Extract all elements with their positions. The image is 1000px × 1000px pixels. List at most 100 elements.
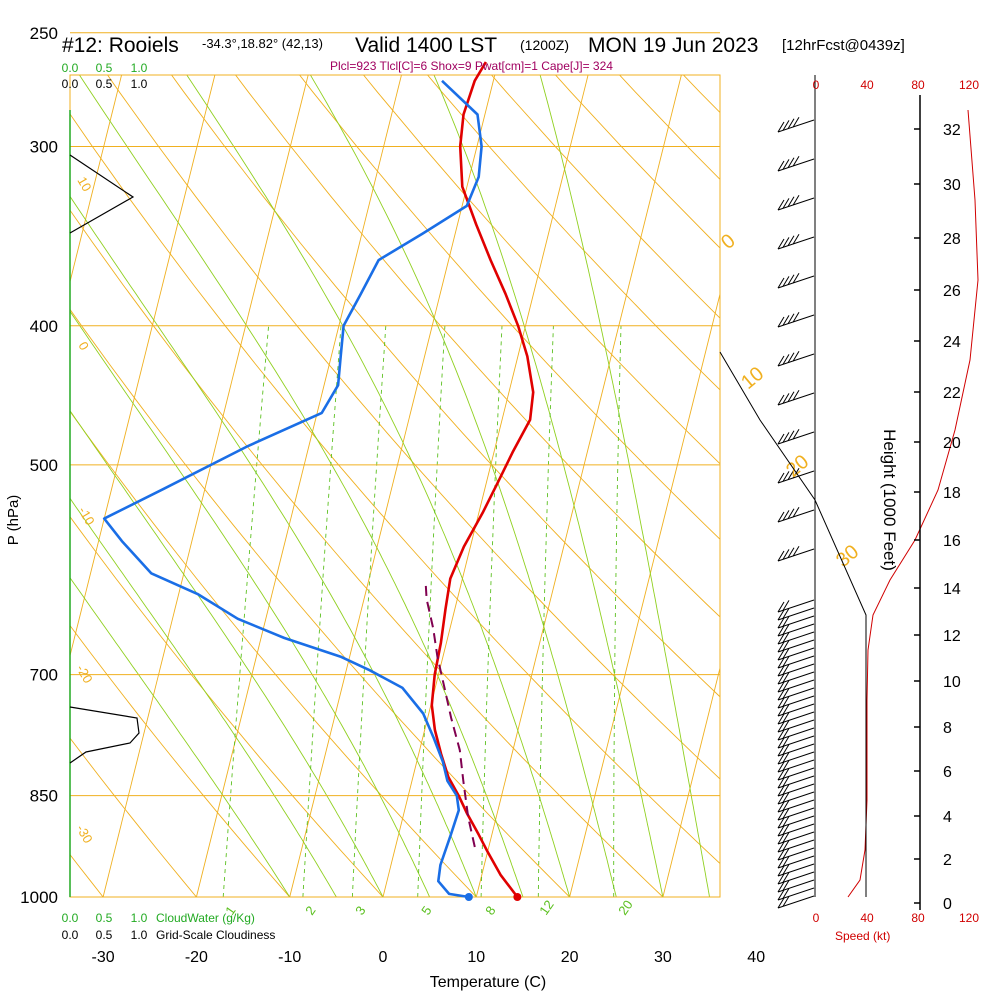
height-tick-label: 28	[943, 231, 961, 248]
wind-barb-flag	[777, 641, 785, 653]
wind-barb-staff	[777, 158, 815, 172]
wind-barb-flag	[782, 776, 790, 787]
wind-barb-flag	[782, 816, 790, 827]
wind-barb-flag	[782, 704, 790, 715]
adiabat-label: -10	[75, 504, 97, 528]
wind-barb-flag	[787, 274, 795, 286]
wind-barb-flag	[782, 856, 790, 867]
wind-barb-flag	[777, 625, 785, 637]
moist-adiabat-line	[433, 75, 664, 897]
wind-barb-flag	[782, 888, 790, 899]
wind-barb-flag	[782, 728, 790, 739]
dry-adiabat-line	[70, 209, 664, 897]
moist-adiabat-line	[186, 75, 571, 897]
wind-barb	[777, 545, 815, 562]
pressure-tick-label: 700	[30, 666, 58, 685]
valid-time: Valid 1400 LST	[355, 34, 497, 57]
wind-barb-staff	[777, 431, 815, 445]
pressure-tick-label: 500	[30, 456, 58, 475]
wind-barb-staff	[777, 353, 815, 367]
wind-barb-flag	[792, 233, 800, 245]
wind-barb-flag	[782, 760, 790, 771]
mixing-ratio-group	[222, 325, 622, 897]
wind-barb-flag	[777, 316, 785, 328]
dry-adiabat-line	[298, 75, 720, 540]
utc-time: (1200Z)	[520, 37, 569, 53]
temperature-tick-label: -30	[92, 949, 115, 966]
wind-barb-flag	[777, 433, 785, 445]
surface-dewpoint-dot	[464, 893, 473, 901]
wind-barb	[777, 506, 815, 523]
height-tick-label: 18	[943, 485, 961, 502]
wind-barb-flag	[782, 688, 790, 699]
wind-barb-flag	[782, 624, 790, 635]
adiabat-label: -30	[73, 822, 95, 846]
wind-barb-flag	[782, 510, 790, 521]
wind-barb-flag	[782, 616, 790, 627]
temperature-tick-label: 40	[747, 949, 765, 966]
moist-adiabat-line	[78, 75, 524, 897]
dry-adiabat-line	[0, 33, 10, 897]
wind-barb-flag	[782, 640, 790, 651]
wind-barb-flag	[777, 841, 785, 853]
cloudwater-profile	[69, 154, 135, 234]
speed-tick-bottom: 0	[813, 911, 820, 925]
wind-barb-staff	[777, 392, 815, 406]
wind-barb-staff	[777, 509, 815, 523]
dry-adiabat-line	[170, 75, 720, 698]
wind-barb-flag	[777, 617, 785, 629]
height-tick-label: 14	[943, 581, 961, 598]
parcel-line	[424, 583, 476, 848]
height-tick-label: 16	[943, 533, 961, 550]
wind-barb-flag	[782, 276, 790, 287]
cloudiness-tick-top: 0.0	[62, 77, 79, 91]
wind-barb-flag	[782, 808, 790, 819]
height-tick-label: 2	[943, 852, 952, 869]
wind-barb-flag	[782, 720, 790, 731]
wind-barb-flag	[782, 432, 790, 443]
speed-tick-bottom: 80	[911, 911, 925, 925]
wind-barb-flag	[777, 601, 785, 613]
speed-tick-bottom: 120	[959, 911, 979, 925]
wind-barb	[777, 116, 815, 133]
dry-adiabat-line	[70, 737, 197, 897]
wind-barb	[777, 389, 815, 406]
wind-barb-staff	[777, 548, 815, 562]
wind-barb-flag	[777, 713, 785, 725]
wind-barb-flag	[782, 768, 790, 779]
wind-barb-flag	[777, 121, 785, 133]
wind-barb-flag	[777, 705, 785, 717]
wind-barb-flag	[792, 428, 800, 440]
cloudwater-tick-top: 0.0	[62, 61, 79, 75]
height-tick-label: 10	[943, 674, 961, 691]
wind-barb-flag	[777, 550, 785, 562]
adiabat-label: 0	[75, 339, 92, 353]
wind-barb-flag	[792, 545, 800, 557]
cloudiness-tick-top: 1.0	[131, 77, 148, 91]
height-tick-label: 8	[943, 720, 952, 737]
wind-barb-flag	[777, 809, 785, 821]
wind-barb-flag	[782, 471, 790, 482]
wind-barb-flag	[782, 672, 790, 683]
wind-barb-flag	[792, 350, 800, 362]
sounding-indices: Plcl=923 Tlcl[C]=6 Shox=9 Pwat[cm]=1 Cap…	[330, 59, 613, 73]
wind-barb-flag	[777, 355, 785, 367]
wind-barb-flag	[782, 872, 790, 883]
pressure-tick-label: 300	[30, 137, 58, 156]
wind-barb-flag	[777, 160, 785, 172]
station-coords: -34.3°,18.82° (42,13)	[202, 36, 323, 51]
isotherm-line	[850, 33, 1000, 897]
cloudiness-profile	[69, 706, 140, 764]
wind-barb-flag	[777, 825, 785, 837]
wind-barb-flag	[782, 648, 790, 659]
temperature-tick-label: 0	[379, 949, 388, 966]
wind-barb-flag	[782, 752, 790, 763]
temperature-tick-label: 10	[467, 949, 485, 966]
wind-barb-flag	[777, 721, 785, 733]
wind-barb-staff	[777, 314, 815, 328]
wind-barb-flag	[777, 199, 785, 211]
dry-adiabat-line	[70, 516, 384, 897]
wind-barb-flag	[777, 857, 785, 869]
wind-barb-flag	[782, 736, 790, 747]
wind-barb-flag	[782, 354, 790, 365]
